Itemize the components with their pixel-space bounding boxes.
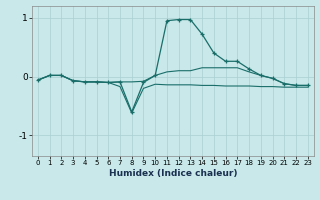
X-axis label: Humidex (Indice chaleur): Humidex (Indice chaleur) [108,169,237,178]
